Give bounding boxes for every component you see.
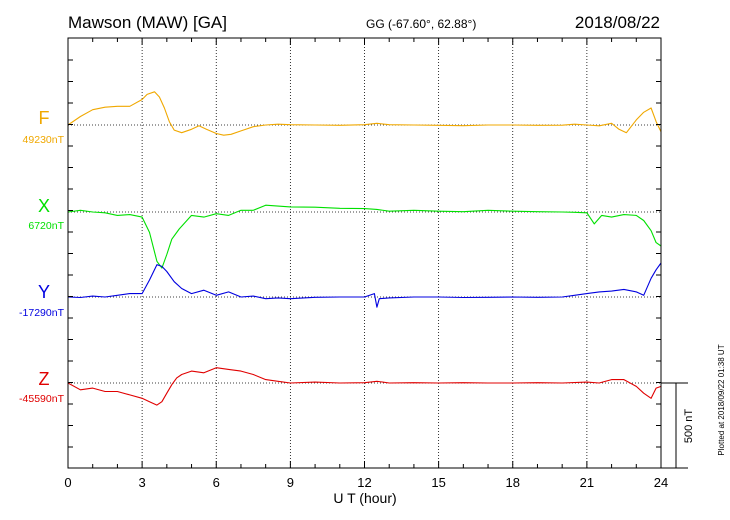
x-tick-label: 21 — [580, 475, 594, 490]
series-lines — [67, 91, 662, 406]
x-tick-label: 15 — [431, 475, 445, 490]
plot-frame — [67, 37, 662, 469]
series-name-f: F — [39, 108, 50, 128]
x-tick-labels: 0 3 6 9 12 15 18 21 24 — [64, 475, 668, 490]
scale-bar: 500 nT — [661, 382, 695, 469]
series-name-x: X — [38, 196, 50, 216]
scale-bar-label: 500 nT — [683, 409, 695, 444]
x-tick-label: 0 — [64, 475, 71, 490]
baseline-value-z: -45590nT — [19, 393, 65, 405]
series-labels: F 49230nT X 6720nT Y -17290nT Z -45590nT — [19, 108, 65, 405]
series-line-y — [67, 262, 662, 308]
series-name-z: Z — [39, 369, 50, 389]
station-title: Mawson (MAW) [GA] — [68, 13, 227, 32]
x-tick-label: 6 — [213, 475, 220, 490]
x-tick-label: 9 — [287, 475, 294, 490]
grid-lines — [141, 38, 588, 468]
series-name-y: Y — [38, 282, 50, 302]
x-tick-label: 18 — [506, 475, 520, 490]
baseline-value-x: 6720nT — [28, 220, 64, 232]
x-axis-title: U T (hour) — [333, 490, 396, 506]
series-line-z — [67, 367, 662, 406]
date-label: 2018/08/22 — [575, 13, 660, 32]
plotted-timestamp: Plotted at 2018/09/22 01:38 UT — [717, 344, 726, 455]
x-tick-label: 12 — [357, 475, 371, 490]
series-line-f — [67, 91, 662, 136]
x-tick-label: 24 — [654, 475, 668, 490]
axis-ticks — [67, 38, 662, 468]
x-tick-label: 3 — [139, 475, 146, 490]
series-line-x — [67, 204, 662, 269]
baseline-value-y: -17290nT — [19, 307, 65, 319]
baseline-value-f: 49230nT — [23, 134, 65, 146]
coordinates-label: GG (-67.60°, 62.88°) — [366, 17, 476, 31]
